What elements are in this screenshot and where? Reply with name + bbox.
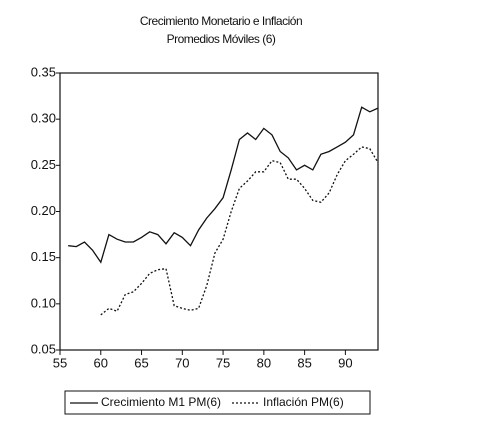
y-tick-label: 0.20: [31, 203, 56, 218]
legend-box: [64, 390, 371, 415]
plot-frame: [59, 72, 379, 351]
legend-label: Crecimiento M1 PM(6): [101, 395, 221, 409]
x-tick-label: 70: [175, 355, 189, 370]
x-tick-label: 75: [216, 355, 230, 370]
x-tick-label: 85: [297, 355, 311, 370]
series-line: [68, 106, 379, 264]
chart-subtitle: Promedios Móviles (6): [167, 32, 276, 46]
x-tick-label: 60: [94, 355, 108, 370]
y-tick-label: 0.35: [31, 64, 56, 79]
series-line: [100, 146, 379, 316]
x-tick-label: 90: [338, 355, 352, 370]
x-tick-label: 55: [53, 355, 67, 370]
legend-label: Inflación PM(6): [263, 395, 344, 409]
y-tick-label: 0.25: [31, 157, 56, 172]
y-tick-label: 0.05: [31, 341, 56, 356]
y-tick-label: 0.15: [31, 249, 56, 264]
y-tick-label: 0.10: [31, 295, 56, 310]
y-tick-label: 0.30: [31, 111, 56, 126]
x-tick-label: 80: [257, 355, 271, 370]
chart-title: Crecimiento Monetario e Inflación: [140, 14, 302, 28]
x-tick-label: 65: [134, 355, 148, 370]
